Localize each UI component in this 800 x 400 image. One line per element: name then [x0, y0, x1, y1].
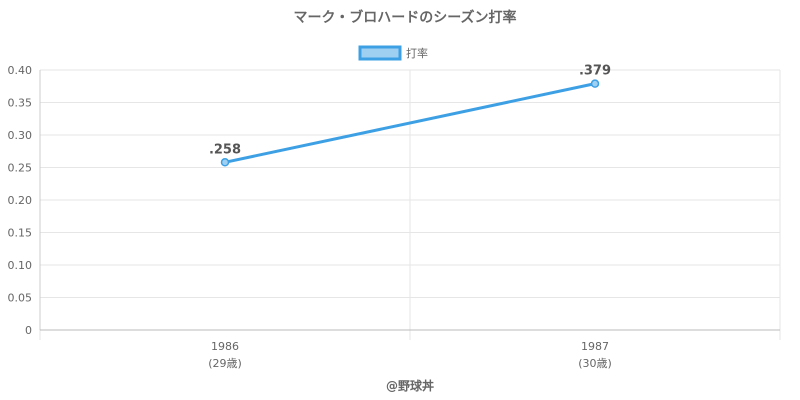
y-tick-label: 0 [25, 324, 32, 337]
y-tick-label: 0.30 [8, 129, 33, 142]
y-tick-label: 0.35 [8, 97, 33, 110]
y-tick-label: 0.40 [8, 64, 33, 77]
legend-label: 打率 [406, 46, 428, 60]
data-label: .379 [579, 64, 611, 79]
x-tick-label: 1986 [211, 340, 239, 353]
axes [39, 70, 780, 331]
y-tick-label: 0.25 [8, 162, 33, 175]
series [220, 79, 600, 167]
series-line [224, 82, 596, 164]
credit: @野球丼 [386, 378, 434, 393]
x-tick-sublabel: (29歳) [208, 357, 242, 370]
legend: 打率 [358, 45, 428, 61]
legend-swatch [358, 45, 402, 61]
y-tick-label: 0.15 [8, 227, 33, 240]
grid [39, 69, 781, 340]
chart-title: マーク・ブロハードのシーズン打率 [293, 9, 516, 26]
y-tick-label: 0.05 [8, 292, 33, 305]
x-tick-sublabel: (30歳) [578, 357, 612, 370]
y-tick-label: 0.20 [8, 194, 33, 207]
data-point [590, 79, 600, 88]
labels: 0 0.05 0.10 0.15 0.20 0.25 0.30 0.35 0.40 1986 (29… [8, 64, 612, 370]
data-label: .258 [209, 142, 241, 157]
x-tick-label: 1987 [581, 340, 609, 353]
y-tick-label: 0.10 [8, 259, 33, 272]
data-point [220, 158, 230, 167]
